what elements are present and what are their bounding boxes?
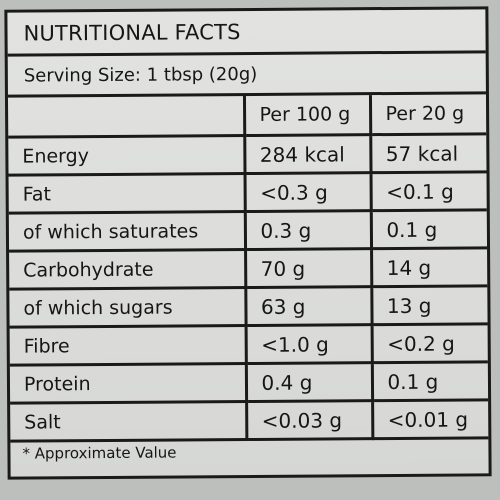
footnote: * Approximate Value [22, 443, 177, 463]
header-nutrient [7, 96, 245, 138]
value-per-20g: 0.1 g [371, 361, 489, 401]
value-per-100g: <1.0 g [245, 324, 372, 364]
table-row: Carbohydrate 70 g 14 g [9, 247, 488, 290]
value-per-20g: <0.01 g [372, 399, 489, 439]
nutrition-table: Per 100 g Per 20 g Energy 284 kcal 57 kc… [7, 94, 489, 442]
value-per-100g: 70 g [245, 248, 372, 288]
nutrient-label: Energy [8, 135, 245, 176]
table-row: Salt <0.03 g <0.01 g [10, 399, 489, 442]
value-per-100g: <0.03 g [246, 400, 373, 440]
header-per-100g: Per 100 g [243, 95, 371, 136]
value-per-20g: 14 g [371, 247, 488, 287]
value-per-20g: <0.1 g [370, 171, 487, 211]
panel-title: NUTRITIONAL FACTS [7, 9, 486, 57]
table-row: of which sugars 63 g 13 g [9, 285, 488, 328]
serving-size: Serving Size: 1 tbsp (20g) [7, 53, 486, 98]
value-per-100g: 63 g [245, 286, 372, 326]
nutrition-facts-panel: NUTRITIONAL FACTS Serving Size: 1 tbsp (… [4, 6, 492, 480]
value-per-100g: <0.3 g [244, 172, 371, 212]
value-per-100g: 284 kcal [244, 134, 371, 174]
nutrient-label: Protein [9, 363, 247, 404]
value-per-20g: 0.1 g [370, 209, 488, 249]
nutrient-label: Salt [10, 401, 247, 442]
nutrient-label: Fibre [9, 325, 246, 366]
table-header-row: Per 100 g Per 20 g [7, 94, 487, 138]
value-per-20g: 57 kcal [370, 133, 487, 173]
table-row: Fat <0.3 g <0.1 g [8, 171, 487, 214]
value-per-20g: 13 g [371, 285, 488, 325]
nutrient-label: of which sugars [9, 287, 246, 328]
value-per-100g: 0.3 g [244, 210, 372, 250]
table-row: Energy 284 kcal 57 kcal [8, 133, 487, 176]
table-row: Protein 0.4 g 0.1 g [9, 361, 489, 404]
table-row: of which saturates 0.3 g 0.1 g [8, 209, 488, 252]
nutrient-label: of which saturates [8, 211, 246, 252]
nutrient-label: Fat [8, 173, 245, 214]
value-per-100g: 0.4 g [245, 362, 373, 402]
header-per-20g: Per 20 g [369, 94, 487, 135]
table-row: Fibre <1.0 g <0.2 g [9, 323, 488, 366]
nutrient-label: Carbohydrate [9, 249, 246, 290]
value-per-20g: <0.2 g [371, 323, 488, 363]
